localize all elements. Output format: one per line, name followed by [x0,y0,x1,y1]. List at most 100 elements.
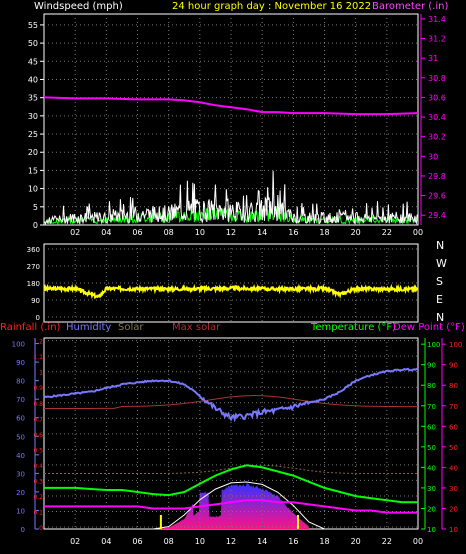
humidity-tick-label: 80 [16,378,25,386]
temp-x-tick-label: 00 [413,537,423,546]
humidity-tick-label: 40 [16,452,25,460]
rainfall-tick-label: 0.8 [33,401,43,408]
wind-barometer-panel: 0 5 10 15 20 25 30 35 40 45 50 55 29.4 29.6 29.8 30 30.… [28,13,446,237]
dew-point-tick-label: 60 [449,423,458,431]
dew-point-tick-label: 40 [449,464,458,472]
humidity-tick-label: 10 [16,507,25,515]
solar-legend: Solar [118,322,144,333]
temp-x-tick-label: 08 [164,537,174,546]
dir-tick-label: 270 [27,263,40,271]
humidity-tick-label: 0 [21,526,25,534]
barometer-tick-label: 30.4 [428,113,446,122]
compass-label: N [436,311,444,324]
temperature-tick-label: 20 [427,505,436,513]
wind-tick-label: 0 [33,221,38,230]
rainfall-tick-label: 1.1 [33,354,43,361]
wind-tick-label: 5 [33,203,38,212]
temp-x-tick-label: 12 [226,537,236,546]
temp-x-tick-label: 16 [288,537,298,546]
dir-tick-label: 0 [36,314,40,322]
rainfall-tick-label: 0.2 [33,494,43,501]
dew-point-series [44,499,418,514]
temperature-tick-label: 30 [427,485,436,493]
wind-x-tick-label: 06 [132,228,142,237]
wind-tick-label: 35 [28,94,38,103]
wind-tick-label: 10 [28,185,38,194]
temperature-series [44,464,418,504]
humidity-tick-label: 60 [16,415,25,423]
dew-point-tick-label: 90 [449,362,458,370]
max-solar-legend: Max solar [172,322,221,333]
barometer-tick-label: 30 [428,152,438,161]
wind-x-tick-label: 12 [226,228,236,237]
wind-x-tick-label: 00 [413,228,423,237]
temp-x-tick-label: 20 [351,537,361,546]
barometer-tick-label: 31 [428,54,438,63]
wind-tick-label: 30 [28,112,38,121]
rainfall-tick-label: 0.9 [33,385,43,392]
temp-x-tick-label: 04 [101,537,111,546]
barometer-tick-label: 31.4 [428,15,446,24]
temp-x-tick-label: 06 [132,537,142,546]
rainfall-tick-label: 0 [39,525,43,532]
wind-x-tick-label: 08 [164,228,174,237]
dir-tick-label: 90 [31,297,40,305]
wind-tick-label: 50 [28,39,38,48]
wind-x-tick-label: 22 [382,228,392,237]
dir-tick-label: 360 [27,246,40,254]
wind-x-tick-label: 02 [70,228,80,237]
temp-x-tick-label: 18 [319,537,329,546]
dew-point-tick-label: 50 [449,444,458,452]
barometer-axis-title: Barometer (.in) [372,1,448,12]
wind-tick-label: 45 [28,57,38,66]
rainfall-tick-label: 0.7 [33,416,43,423]
wind-tick-label: 20 [28,148,38,157]
windspeed-series [43,170,418,225]
rainfall-tick-label: 0.4 [33,463,43,470]
rainfall-tick-label: 0.3 [33,478,43,485]
wind-x-tick-label: 18 [319,228,329,237]
temp-x-tick-label: 02 [70,537,80,546]
solar-area [160,483,309,529]
rainfall-tick-label: 1 [39,370,43,377]
temp-x-tick-label: 14 [257,537,267,546]
barometer-tick-label: 30.2 [428,133,446,142]
wind-tick-label: 55 [28,21,38,30]
temperature-tick-label: 70 [427,403,436,411]
compass-label: E [436,293,443,306]
dew-point-tick-label: 70 [449,403,458,411]
wind-x-tick-label: 04 [101,228,111,237]
dew-point-tick-label: 80 [449,382,458,390]
humidity-tick-label: 70 [16,396,25,404]
barometer-series [43,96,419,116]
temperature-tick-label: 90 [427,362,436,370]
temperature-tick-label: 10 [427,526,436,534]
dew-point-legend: Dew Point (°F) [393,322,465,333]
temperature-tick-label: 60 [427,423,436,431]
humidity-tick-label: 20 [16,489,25,497]
wind-tick-label: 15 [28,166,38,175]
humidity-legend: Humidity [66,322,111,333]
rainfall-legend: Rainfall (.in) [0,322,61,333]
temperature-legend: Temperature (°F) [310,322,396,333]
barometer-tick-label: 30.8 [428,74,446,83]
compass-label: S [436,275,443,288]
temp-x-tick-label: 22 [382,537,392,546]
barometer-tick-label: 30.6 [428,93,446,102]
wind-x-tick-label: 14 [257,228,267,237]
rainfall-tick-label: 0.6 [33,432,43,439]
wind-x-tick-label: 16 [288,228,298,237]
wind-axis-title: Windspeed (mph) [34,1,123,12]
rainfall-tick-label: 1.2 [33,339,43,346]
chart-title: 24 hour graph day : November 16 2022 [172,1,371,12]
humidity-tick-label: 30 [16,470,25,478]
wind-x-tick-label: 10 [195,228,205,237]
max-solar-curve [44,481,418,530]
dew-point-tick-label: 30 [449,485,458,493]
dew-point-tick-label: 20 [449,505,458,513]
barometer-tick-label: 29.6 [428,192,446,201]
rainfall-tick-label: 0.5 [33,447,43,454]
wind-tick-label: 25 [28,130,38,139]
